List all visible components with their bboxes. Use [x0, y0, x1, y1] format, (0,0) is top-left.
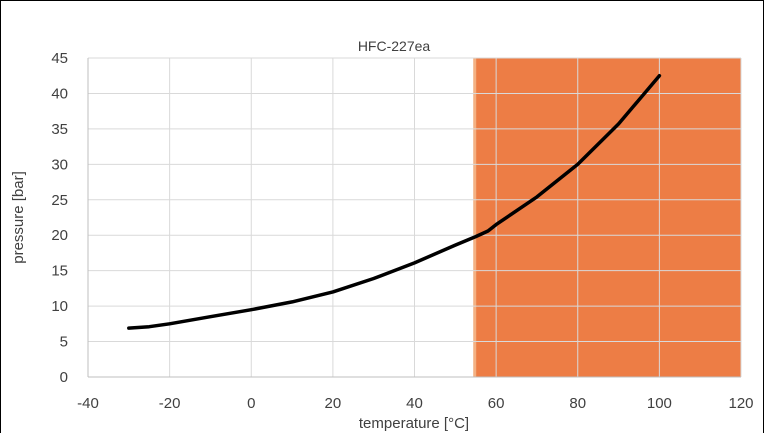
- y-tick-label: 40: [51, 85, 68, 102]
- y-tick-label: 10: [51, 298, 68, 315]
- x-tick-label: 120: [728, 395, 753, 412]
- y-tick-label: 45: [51, 50, 68, 67]
- x-tick-label: 40: [406, 395, 423, 412]
- x-tick-label: 80: [569, 395, 586, 412]
- y-tick-label: 35: [51, 121, 68, 138]
- x-tick-label: 100: [647, 395, 672, 412]
- y-tick-label: 25: [51, 192, 68, 209]
- x-axis-title: temperature [°C]: [359, 415, 469, 432]
- y-tick-label: 0: [60, 369, 68, 386]
- pressure-curve: [127, 73, 662, 330]
- x-tick-label: 60: [488, 395, 505, 412]
- x-tick-label: 0: [247, 395, 255, 412]
- x-tick-label: -20: [159, 395, 181, 412]
- y-tick-label: 5: [60, 334, 68, 351]
- x-tick-label: -40: [77, 395, 99, 412]
- shaded-region: [475, 58, 741, 377]
- x-tick-label: 20: [325, 395, 342, 412]
- y-tick-label: 15: [51, 263, 68, 280]
- y-tick-label: 20: [51, 227, 68, 244]
- y-axis-title: pressure [bar]: [10, 171, 27, 264]
- y-tick-label: 30: [51, 156, 68, 173]
- chart-title: HFC-227ea: [358, 38, 431, 54]
